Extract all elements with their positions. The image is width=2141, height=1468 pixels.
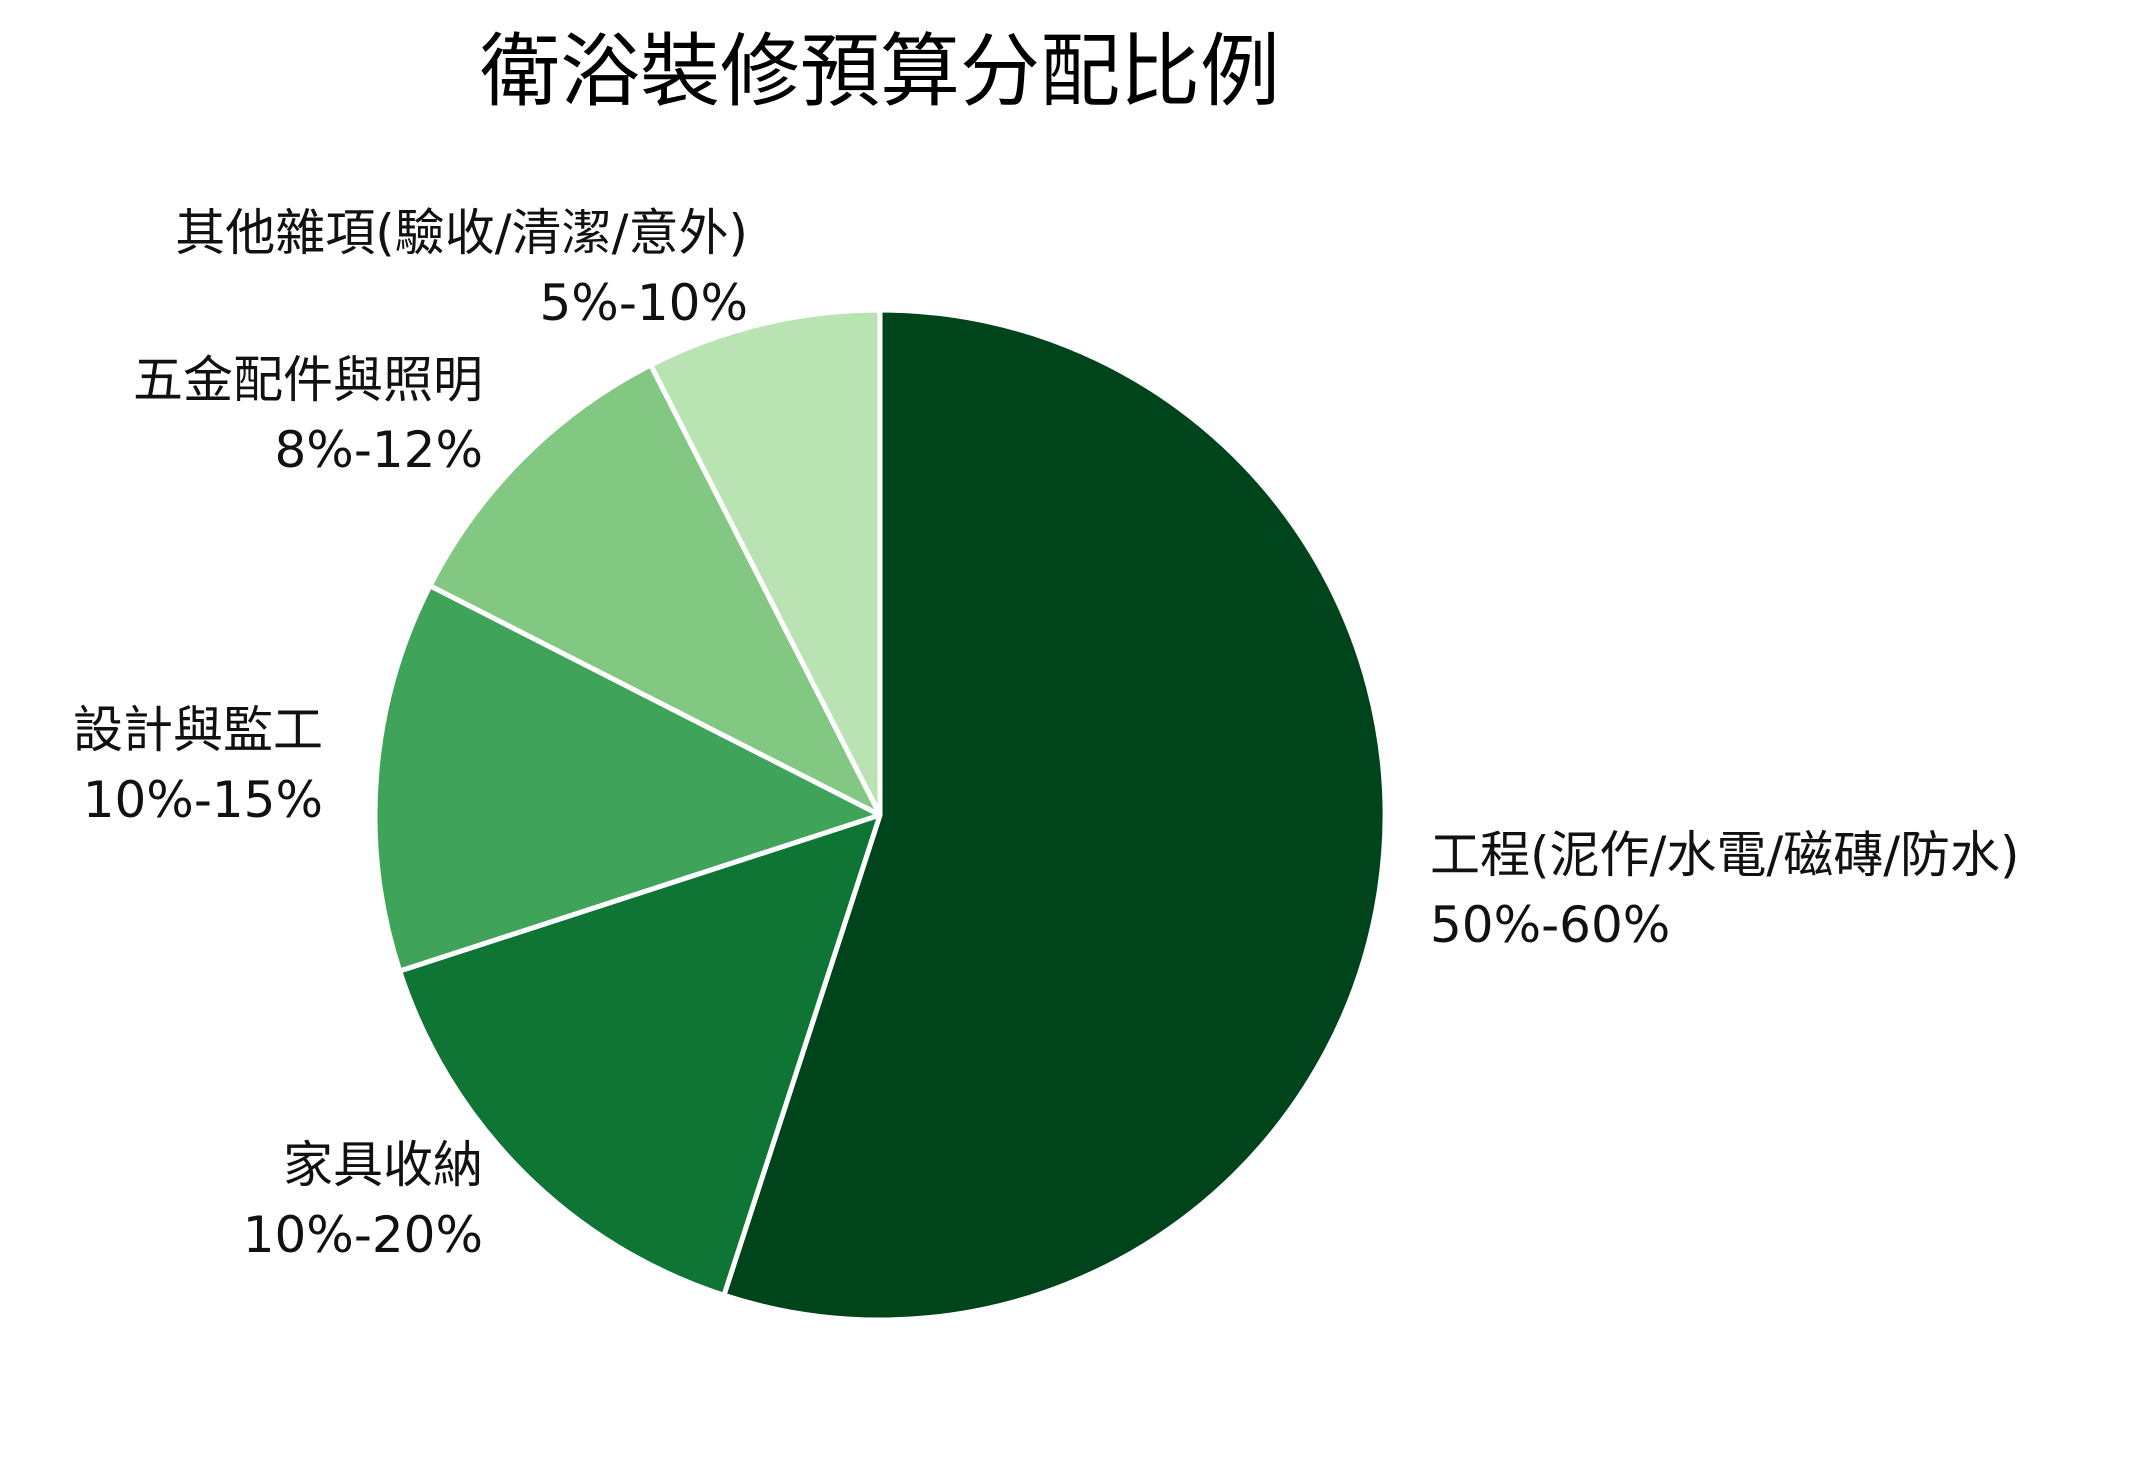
- slice-hardware: [427, 362, 883, 818]
- label-design-name: 設計與監工: [73, 701, 323, 759]
- label-furniture-name: 家具收納: [283, 1136, 483, 1194]
- pie-slices: [372, 307, 1388, 1323]
- label-engineering: 工程(泥作/水電/磁磚/防水) 50%-60%: [1430, 820, 2020, 960]
- slice-furniture: [397, 812, 883, 1298]
- label-hardware: 五金配件與照明 8%-12%: [133, 345, 483, 485]
- slice-misc: [648, 307, 883, 818]
- label-misc-name: 其他雜項(驗收/清潔/意外): [175, 204, 748, 262]
- label-design: 設計與監工 10%-15%: [73, 695, 323, 835]
- label-hardware-range: 8%-12%: [274, 421, 484, 479]
- label-design-range: 10%-15%: [82, 771, 323, 829]
- chart-title: 衛浴裝修預算分配比例: [480, 25, 1280, 118]
- label-misc: 其他雜項(驗收/清潔/意外) 5%-10%: [175, 198, 748, 338]
- label-furniture: 家具收納 10%-20%: [243, 1130, 483, 1270]
- slice-engineering: [721, 307, 1388, 1323]
- label-engineering-name: 工程(泥作/水電/磁磚/防水): [1430, 826, 2020, 884]
- label-misc-range: 5%-10%: [539, 274, 749, 332]
- label-engineering-range: 50%-60%: [1430, 896, 1671, 954]
- label-furniture-range: 10%-20%: [242, 1206, 483, 1264]
- slice-design: [372, 583, 883, 974]
- label-hardware-name: 五金配件與照明: [133, 351, 483, 409]
